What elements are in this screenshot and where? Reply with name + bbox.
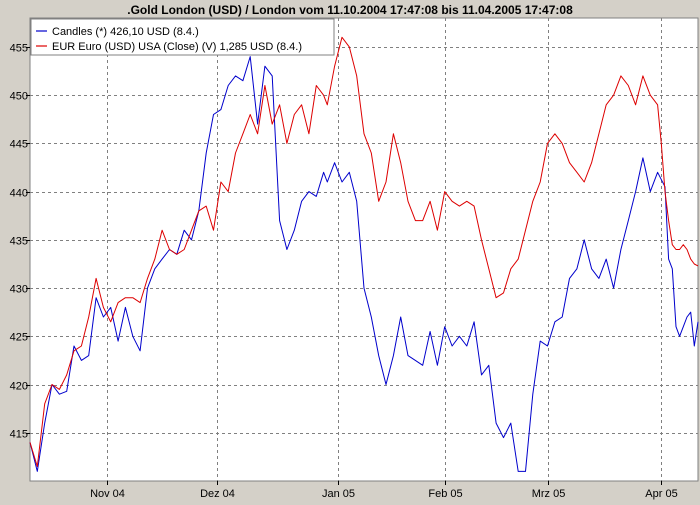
y-tick-label: 440 [10,188,28,200]
series-line-candles [29,56,699,472]
x-tick-label: Apr 05 [645,488,677,500]
series-lines [29,36,699,472]
x-tick-label: Nov 04 [90,488,125,500]
y-tick-label: 415 [10,429,28,441]
plot-area [29,17,699,482]
legend-box [30,18,335,56]
y-tick-label: 430 [10,284,28,296]
chart-title: .Gold London (USD) / London vom 11.10.20… [127,3,573,17]
y-tick-label: 420 [10,381,28,393]
x-tick-label: Feb 05 [428,488,462,500]
y-tick-label: 425 [10,332,28,344]
y-tick-label: 435 [10,236,28,248]
y-tick-label: 450 [10,91,28,103]
x-tick-label: Mrz 05 [532,488,566,500]
gridlines [30,18,698,481]
legend-entry-eur: EUR Euro (USD) USA (Close) (V) 1,285 USD… [52,41,302,53]
series-line-eur [29,36,699,467]
x-tick-label: Jan 05 [322,488,355,500]
x-tick-label: Dez 04 [200,488,235,500]
axes: 415 420 425 430 435 440 445 450 455 Nov 04 Dez 04 J… [10,43,678,501]
legend: Candles (*) 426,10 USD (8.4.) EUR Euro (… [30,18,335,56]
y-tick-label: 445 [10,139,28,151]
y-tick-label: 455 [10,43,28,55]
legend-entry-candles: Candles (*) 426,10 USD (8.4.) [52,26,199,38]
